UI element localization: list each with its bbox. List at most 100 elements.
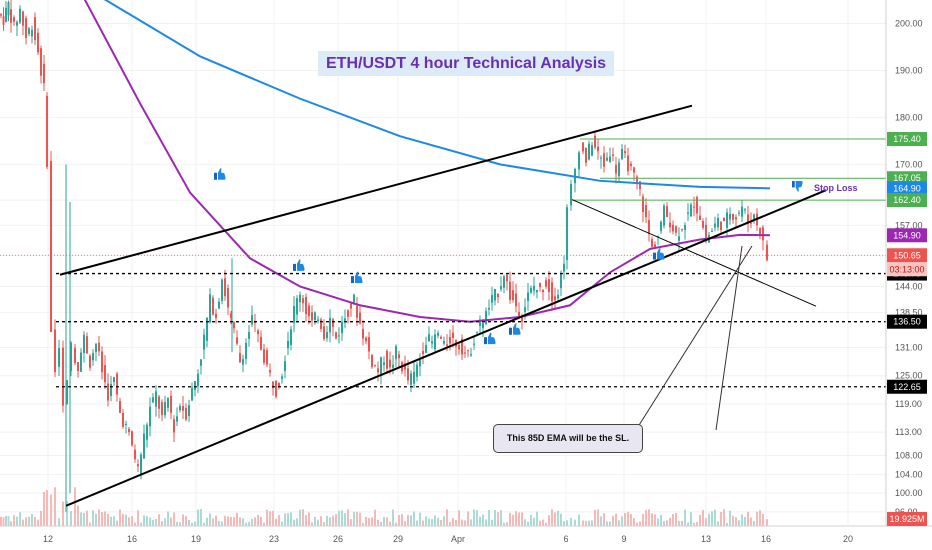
- volume-bar: [34, 516, 36, 526]
- thumb-hand: [488, 332, 496, 345]
- volume-bar: [167, 511, 169, 526]
- candle-body: [122, 413, 124, 427]
- time-tick-label: 20: [843, 534, 853, 544]
- volume-bar: [533, 517, 535, 526]
- candle-body: [215, 313, 217, 319]
- volume-bar: [699, 514, 701, 526]
- volume-bar: [503, 522, 505, 526]
- volume-bar: [19, 512, 21, 526]
- candle-body: [491, 295, 493, 303]
- candle-body: [570, 184, 572, 206]
- time-tick-label: 13: [701, 534, 711, 544]
- time-tick-label: 23: [269, 534, 279, 544]
- volume-bar: [398, 515, 400, 526]
- candle-body: [554, 296, 556, 301]
- volume-bar: [221, 521, 223, 526]
- price-tick-label: 108.00: [895, 451, 923, 461]
- candle-body: [690, 204, 692, 217]
- thumb-hand: [355, 271, 363, 284]
- price-level-tag: [887, 132, 927, 147]
- thumb-cuff: [509, 327, 512, 335]
- time-axis[interactable]: 12 16 19 23 26 29 Apr 6 9 13 16 20: [43, 534, 853, 544]
- volume-bar: [10, 521, 12, 526]
- volume-bar: [383, 516, 385, 526]
- candle-body: [374, 364, 376, 366]
- volume-bar: [299, 509, 301, 526]
- volume-bar: [0, 516, 2, 526]
- candle-body: [386, 351, 388, 369]
- candle-body: [669, 222, 671, 228]
- volume-bar: [594, 509, 596, 526]
- price-tick-label: 96.00: [895, 507, 918, 517]
- volume-bar: [527, 521, 529, 526]
- volume-bar: [404, 521, 406, 526]
- volume-bar: [515, 511, 517, 526]
- thumbs-up-icon: [484, 332, 496, 345]
- chart-title: ETH/USDT 4 hour Technical Analysis: [318, 51, 615, 76]
- candle-body: [563, 263, 565, 272]
- time-tick-label: 16: [127, 534, 137, 544]
- volume-bar: [392, 509, 394, 526]
- candle-body: [536, 289, 538, 293]
- volume-bar: [431, 519, 433, 526]
- volume-bar: [473, 509, 475, 526]
- volume-bar: [500, 510, 502, 526]
- candle-body: [452, 332, 454, 338]
- volume-bar: [131, 516, 133, 526]
- candle-body: [101, 351, 103, 373]
- volume-bar: [762, 513, 764, 526]
- candle-body: [317, 319, 319, 322]
- price-axis[interactable]: 200.00 190.00 180.00 170.00 162.40 157.00 150.…: [887, 18, 927, 526]
- volume-bar: [389, 521, 391, 526]
- candle-body: [305, 296, 307, 315]
- volume-bar: [574, 519, 576, 526]
- candle-body: [5, 7, 7, 22]
- candle-body: [515, 293, 517, 307]
- candle-body: [762, 227, 764, 241]
- price-level-label: 150.65: [893, 250, 921, 260]
- candle-body: [260, 336, 262, 350]
- annotation-callout[interactable]: This 85D EMA will be the SL.: [493, 424, 643, 453]
- candle-body: [639, 181, 641, 190]
- candle-body: [46, 95, 48, 167]
- candle-body: [347, 310, 349, 317]
- candle-body: [149, 406, 151, 427]
- candle-body: [197, 373, 199, 387]
- volume-bar: [612, 515, 614, 526]
- candle-body: [392, 364, 394, 368]
- level-lines: [0, 138, 886, 388]
- candle-body: [542, 289, 544, 293]
- volume-bar: [119, 509, 121, 526]
- volume-bar: [651, 513, 653, 526]
- volume-bar: [254, 517, 256, 526]
- candle-body: [323, 326, 325, 340]
- candle-body: [326, 332, 328, 339]
- volume-bar: [512, 514, 514, 526]
- volume-bar: [359, 512, 361, 526]
- volume-bar: [759, 510, 761, 526]
- volume-bar: [353, 511, 355, 526]
- thumb-hand: [218, 168, 226, 180]
- volume-bar: [362, 522, 364, 526]
- candle-body: [281, 376, 283, 379]
- price-level-tag: [887, 193, 927, 208]
- candle-body: [606, 157, 608, 161]
- volume-bar: [191, 522, 193, 526]
- volume-bar: [669, 517, 671, 526]
- price-level-label: 154.90: [893, 230, 921, 240]
- volume-bar: [107, 513, 109, 526]
- candle-body: [251, 315, 253, 325]
- thumbs-up-icon: [214, 168, 226, 180]
- candle-body: [618, 162, 620, 177]
- volume-bar: [323, 522, 325, 526]
- candle-body: [413, 371, 415, 384]
- candle-body: [759, 228, 761, 235]
- volume-bar: [639, 521, 641, 526]
- candle-body: [548, 279, 550, 293]
- candle-body: [83, 334, 85, 353]
- candle-body: [335, 332, 337, 339]
- volume-bar: [428, 518, 430, 526]
- volume-bar: [735, 517, 737, 526]
- volume-bar: [582, 520, 584, 526]
